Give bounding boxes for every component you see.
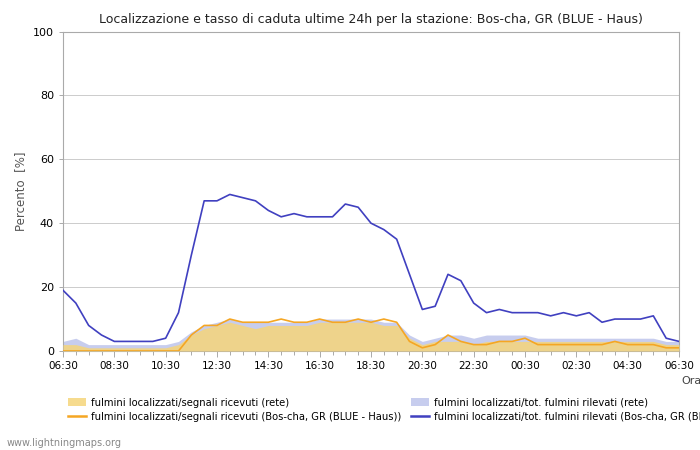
Text: Orario: Orario [682,376,700,386]
Legend: fulmini localizzati/segnali ricevuti (rete), fulmini localizzati/segnali ricevut: fulmini localizzati/segnali ricevuti (re… [68,397,700,422]
Title: Localizzazione e tasso di caduta ultime 24h per la stazione: Bos-cha, GR (BLUE -: Localizzazione e tasso di caduta ultime … [99,13,643,26]
Text: www.lightningmaps.org: www.lightningmaps.org [7,438,122,448]
Y-axis label: Percento  [%]: Percento [%] [15,152,27,231]
